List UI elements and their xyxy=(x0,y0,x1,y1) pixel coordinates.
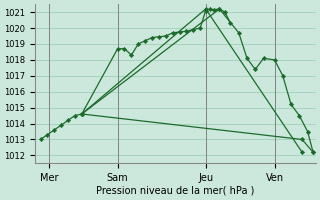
X-axis label: Pression niveau de la mer( hPa ): Pression niveau de la mer( hPa ) xyxy=(96,186,255,196)
